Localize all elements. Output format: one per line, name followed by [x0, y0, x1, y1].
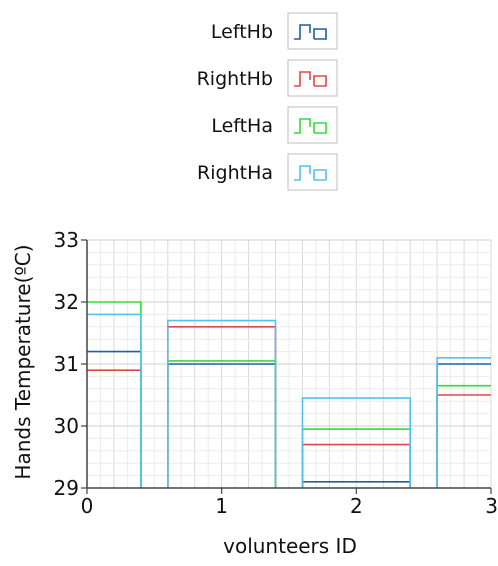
bar-rightha-1	[167, 319, 277, 488]
legend-swatch-leftha	[294, 118, 327, 134]
y-tick-label: 30	[54, 414, 79, 438]
legend: LeftHb RightHb LeftHa RightHa	[197, 12, 338, 191]
legend-swatch-frame	[287, 59, 338, 97]
x-tick-label: 3	[485, 494, 498, 518]
y-tick-label: 31	[54, 352, 79, 376]
bar-rightha-2	[301, 397, 411, 488]
legend-label-rightha: RightHa	[197, 162, 273, 184]
x-tick-label: 2	[350, 494, 363, 518]
x-axis-label: volunteers ID	[223, 534, 357, 558]
legend-swatch-lefthb	[294, 24, 327, 40]
y-tick-label: 33	[54, 228, 79, 252]
x-tick-label: 1	[215, 494, 228, 518]
legend-swatch-frame	[287, 12, 338, 50]
y-tick-label: 29	[54, 476, 79, 500]
y-tick-label: 32	[54, 290, 79, 314]
bar-rightha-0	[87, 313, 142, 488]
bars	[87, 301, 491, 488]
bar-rightha-3	[436, 357, 491, 488]
y-axis-label: Hands Temperature(ºC)	[11, 244, 35, 479]
legend-swatch-righthb	[294, 71, 327, 87]
legend-swatch-rightha	[294, 165, 327, 181]
legend-label-righthb: RightHb	[197, 68, 273, 90]
legend-swatch-frame	[287, 153, 338, 191]
legend-label-lefthb: LeftHb	[211, 21, 273, 43]
axes: 29 30 31 32 33 0 1 2 3	[54, 228, 498, 518]
plot-grid	[86, 239, 492, 489]
legend-swatch-frame	[287, 106, 338, 144]
x-tick-label: 0	[81, 494, 94, 518]
legend-label-leftha: LeftHa	[211, 115, 273, 137]
